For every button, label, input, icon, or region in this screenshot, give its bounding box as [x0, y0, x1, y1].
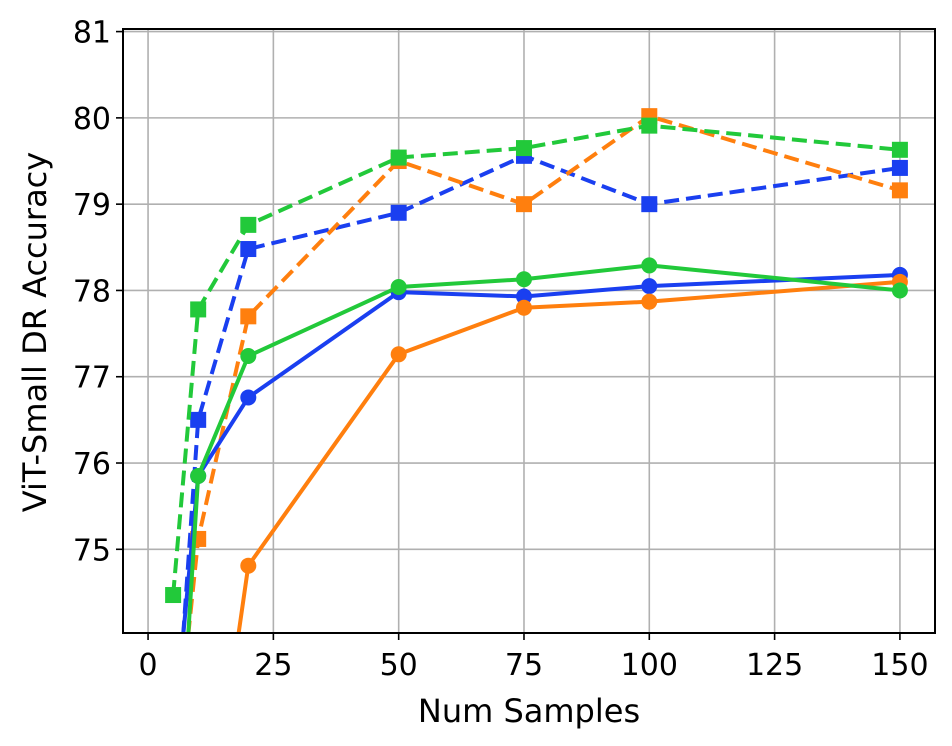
series-line — [236, 279, 901, 633]
x-tick-label: 100 — [621, 648, 678, 683]
data-point-circle — [240, 389, 257, 406]
ticks: 0 25 50 75 100 125 150 75 76 77 78 79 80 81 — [73, 16, 929, 683]
data-point-circle — [515, 299, 532, 316]
data-point-square — [190, 411, 207, 428]
x-axis-label: Num Samples — [418, 692, 640, 730]
data-point-circle — [190, 467, 207, 484]
plot-frame — [122, 28, 936, 634]
series-0-dashed-square — [181, 147, 908, 633]
series-2-dashed-square — [165, 117, 908, 604]
y-tick-label: 76 — [73, 447, 111, 482]
y-tick-label: 75 — [73, 533, 111, 568]
x-tick-label: 125 — [746, 648, 803, 683]
data-point-square — [891, 141, 908, 158]
series-1-dashed-square — [186, 108, 908, 633]
data-point-square — [240, 308, 257, 325]
data-point-circle — [390, 278, 407, 295]
y-tick-label: 81 — [73, 16, 111, 51]
x-tick-label: 0 — [139, 648, 158, 683]
data-point-square — [641, 196, 658, 213]
y-tick-label: 79 — [73, 188, 111, 223]
grid — [123, 29, 935, 633]
x-tick-label: 50 — [380, 648, 418, 683]
x-tick-label: 75 — [505, 648, 543, 683]
data-point-square — [515, 140, 532, 157]
data-point-square — [165, 587, 182, 604]
data-point-square — [891, 159, 908, 176]
series-line — [186, 114, 901, 633]
series-line — [181, 272, 901, 633]
data-point-square — [240, 241, 257, 258]
series-3-solid-circle — [181, 266, 908, 633]
data-point-circle — [641, 257, 658, 274]
series-line — [186, 263, 901, 633]
y-tick-label: 77 — [73, 361, 111, 396]
y-tick-label: 80 — [73, 102, 111, 137]
x-tick-label: 150 — [871, 648, 928, 683]
y-axis-label: ViT-Small DR Accuracy — [16, 152, 54, 512]
data-point-circle — [240, 557, 257, 574]
data-point-circle — [515, 288, 532, 305]
data-point-square — [891, 182, 908, 199]
data-point-circle — [515, 271, 532, 288]
data-point-circle — [891, 282, 908, 299]
data-point-square — [515, 196, 532, 213]
series-layer — [165, 108, 908, 633]
data-point-square — [240, 216, 257, 233]
data-point-square — [390, 204, 407, 221]
data-point-circle — [240, 348, 257, 365]
x-tick-label: 25 — [254, 648, 292, 683]
series-5-solid-circle — [186, 257, 908, 633]
data-point-circle — [390, 346, 407, 363]
data-point-square — [390, 149, 407, 166]
data-point-square — [190, 301, 207, 318]
data-point-circle — [641, 293, 658, 310]
series-4-solid-circle — [236, 273, 908, 633]
series-line — [181, 153, 901, 633]
y-tick-label: 78 — [73, 274, 111, 309]
data-point-circle — [641, 278, 658, 295]
data-point-square — [641, 117, 658, 134]
